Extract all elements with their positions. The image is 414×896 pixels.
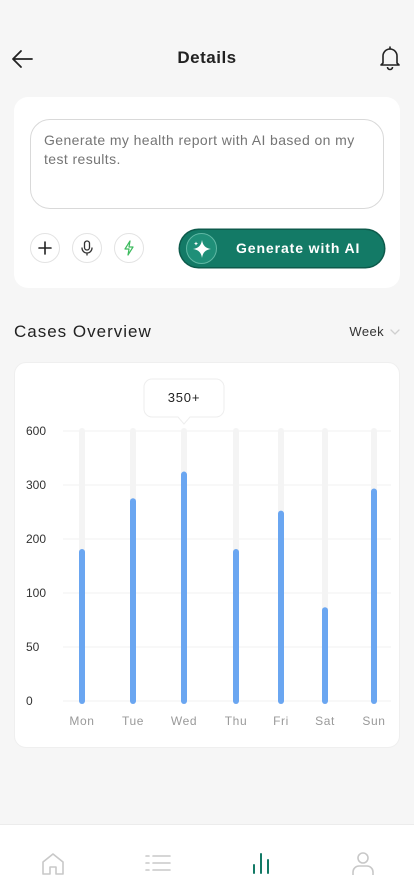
back-arrow-icon[interactable] (10, 46, 36, 72)
add-button[interactable] (30, 233, 60, 263)
generate-with-ai-button[interactable]: Generate with AI (180, 230, 384, 267)
x-tick-label: Fri (273, 714, 289, 728)
y-tick-label: 300 (26, 478, 46, 492)
bar-chart: 0 50 100 200 300 600 Mon Tue Wed Thu Fri Sat Sun 350+ (26, 378, 391, 728)
chart-icon[interactable] (246, 849, 276, 877)
x-tick-label: Tue (122, 714, 144, 728)
x-tick-label: Wed (171, 714, 197, 728)
microphone-icon (81, 240, 93, 256)
x-tick-label: Sat (315, 714, 335, 728)
y-tick-label: 50 (26, 640, 40, 654)
lightning-icon (124, 240, 134, 256)
range-dropdown[interactable]: Week (349, 324, 400, 339)
list-icon[interactable] (143, 849, 173, 877)
profile-icon[interactable] (348, 849, 378, 877)
y-tick-label: 600 (26, 424, 46, 438)
page-title: Details (177, 48, 237, 67)
generate-button-label: Generate with AI (236, 240, 361, 256)
plus-icon (38, 241, 52, 255)
x-tick-label: Thu (225, 714, 247, 728)
y-tick-label: 200 (26, 532, 46, 546)
x-tick-label: Sun (362, 714, 385, 728)
prompt-input[interactable] (30, 119, 384, 209)
tooltip-bubble (143, 378, 225, 425)
chevron-down-icon (390, 328, 400, 335)
header: Details (0, 36, 414, 80)
tooltip-label: 350+ (168, 390, 200, 405)
bottom-nav (0, 824, 414, 896)
ai-prompt-card: Generate with AI (14, 97, 400, 288)
sparkle-icon (186, 233, 217, 264)
voice-button[interactable] (72, 233, 102, 263)
quick-action-button[interactable] (114, 233, 144, 263)
section-title: Cases Overview (14, 322, 152, 341)
y-tick-label: 100 (26, 586, 46, 600)
y-tick-label: 0 (26, 694, 33, 708)
cases-chart: 0 50 100 200 300 600 Mon Tue Wed Thu Fri Sat Sun 350+ (14, 362, 400, 748)
range-dropdown-label: Week (349, 324, 384, 339)
bell-icon[interactable] (378, 45, 402, 71)
home-icon[interactable] (38, 849, 68, 877)
x-tick-label: Mon (69, 714, 94, 728)
